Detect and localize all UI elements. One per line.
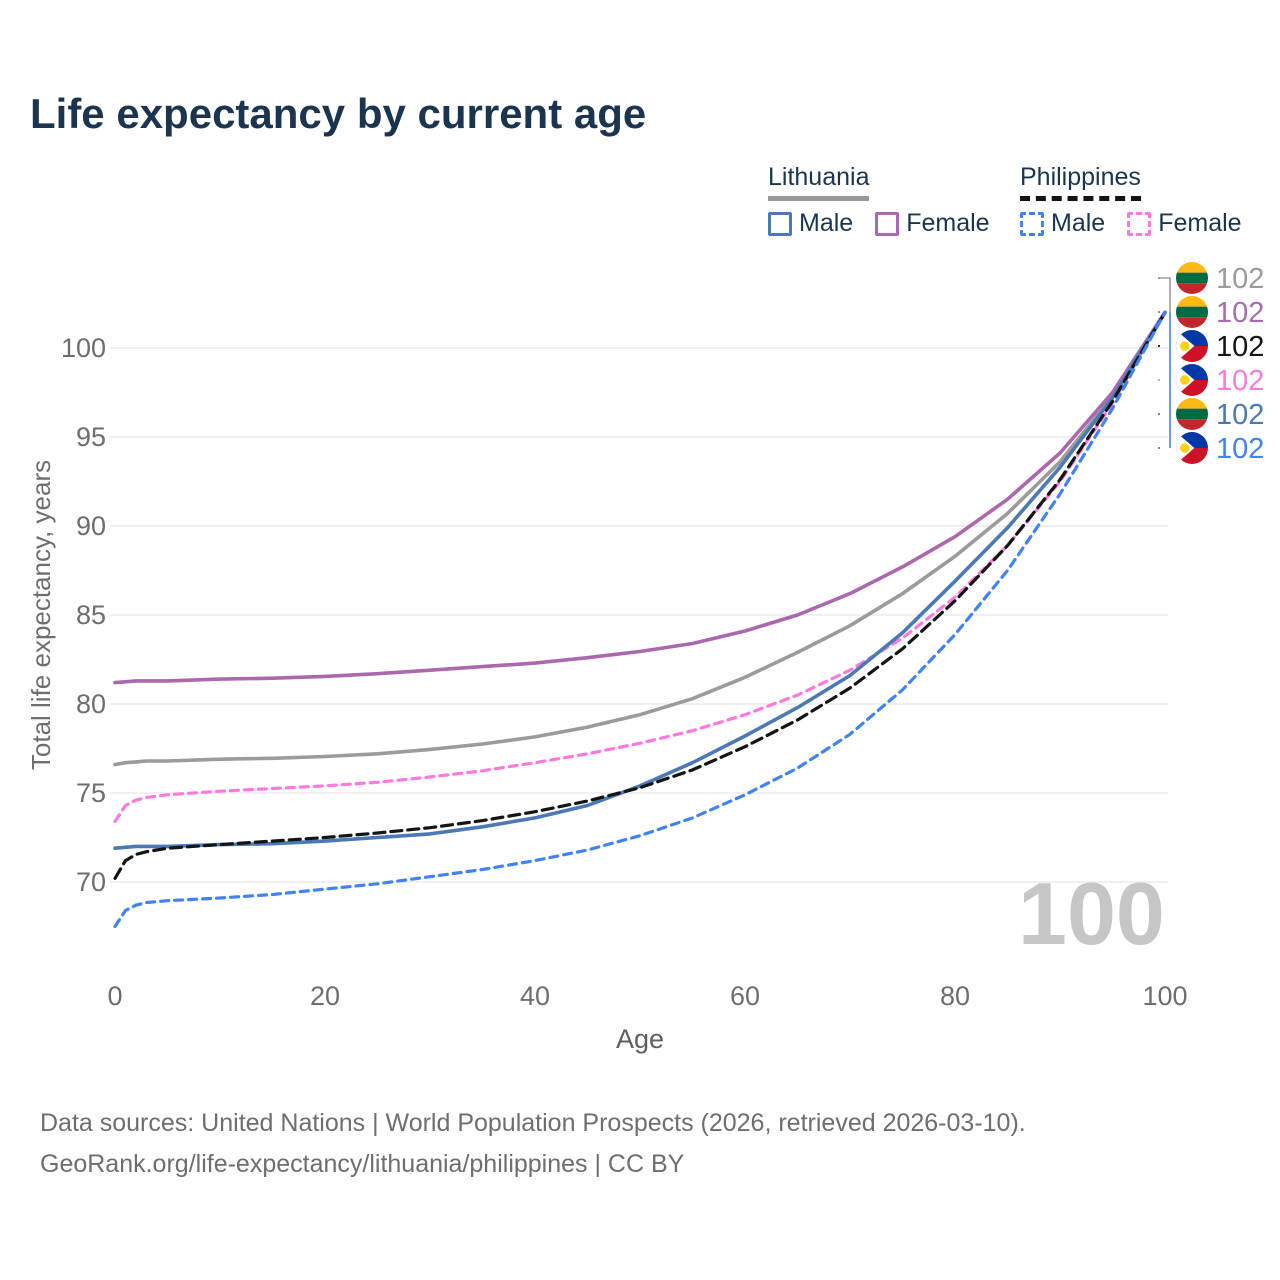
page-title: Life expectancy by current age [30,90,647,137]
legend-swatch-icon [1127,211,1152,236]
x-axis: 0 20 40 60 80 100 Age Total life expectancy, ye… [26,460,1188,1054]
x-tick-label: 60 [730,981,760,1011]
legend-item-label: Male [1051,209,1106,237]
philippines-flag-icon [1176,330,1208,362]
end-value-label: 102 [1216,297,1264,329]
legend-swatch-icon [1020,211,1044,236]
lithuania-flag-icon [1176,398,1208,430]
end-value-label: 102 [1216,263,1264,295]
philippines-flag-icon [1176,364,1208,396]
x-tick-label: 0 [107,981,122,1011]
series-line-philippines-female[interactable] [113,310,1167,824]
legend-item-philippines-male[interactable]: Male [1020,209,1105,238]
y-tick-label: 70 [76,867,106,897]
end-value-label: 102 [1216,331,1264,363]
end-value-label: 102 [1216,365,1264,397]
legend-item-label: Female [906,209,990,237]
series-line-lithuania-male[interactable] [113,310,1167,851]
y-tick-label: 100 [61,333,106,363]
legend-item-lithuania-female[interactable]: Female [875,209,990,238]
end-value-label: 102 [1216,433,1264,465]
y-tick-label: 90 [76,511,106,541]
x-tick-label: 80 [940,981,970,1011]
legend-group-title[interactable]: Philippines [1020,163,1141,201]
legend: Lithuania Male Female Philippines Male Female [0,163,1280,243]
legend-item-philippines-female[interactable]: Female [1127,209,1242,238]
legend-item-label: Male [799,209,854,237]
series-line-lithuania[interactable] [113,310,1167,767]
y-tick-label: 80 [76,689,106,719]
line-chart: 70 75 80 85 90 95 100 0 20 40 60 80 100 Age Total life… [26,262,1264,1054]
footer: Data sources: United Nations | World Pop… [40,1103,1026,1185]
series-lines [113,310,1167,929]
series-line-philippines[interactable] [113,310,1167,881]
legend-group-philippines: Philippines Male Female [1020,163,1242,238]
y-tick-label: 95 [76,422,106,452]
y-tick-label: 75 [76,778,106,808]
watermark-age-label: 100 [1018,864,1165,963]
legend-group-lithuania: Lithuania Male Female [768,163,990,238]
x-tick-label: 100 [1142,981,1187,1011]
x-axis-title: Age [616,1024,664,1054]
lithuania-flag-icon [1176,296,1208,328]
y-axis-title: Total life expectancy, years [26,460,56,770]
legend-swatch-icon [875,211,900,236]
legend-item-lithuania-male[interactable]: Male [768,209,853,238]
end-value-label: 102 [1216,399,1264,431]
x-tick-label: 20 [310,981,340,1011]
series-line-philippines-male[interactable] [113,310,1167,929]
footer-attribution: GeoRank.org/life-expectancy/lithuania/ph… [40,1150,685,1178]
y-tick-label: 85 [76,600,106,630]
legend-group-title[interactable]: Lithuania [768,163,870,201]
footer-data-sources: Data sources: United Nations | World Pop… [40,1109,1026,1137]
x-tick-label: 40 [520,981,550,1011]
legend-item-label: Female [1158,209,1242,237]
series-line-lithuania-female[interactable] [113,310,1167,685]
legend-swatch-icon [768,211,792,236]
leader-line [1158,277,1171,313]
lithuania-flag-icon [1176,262,1208,294]
philippines-flag-icon [1176,432,1208,464]
gridlines: 70 75 80 85 90 95 100 [61,333,1168,897]
